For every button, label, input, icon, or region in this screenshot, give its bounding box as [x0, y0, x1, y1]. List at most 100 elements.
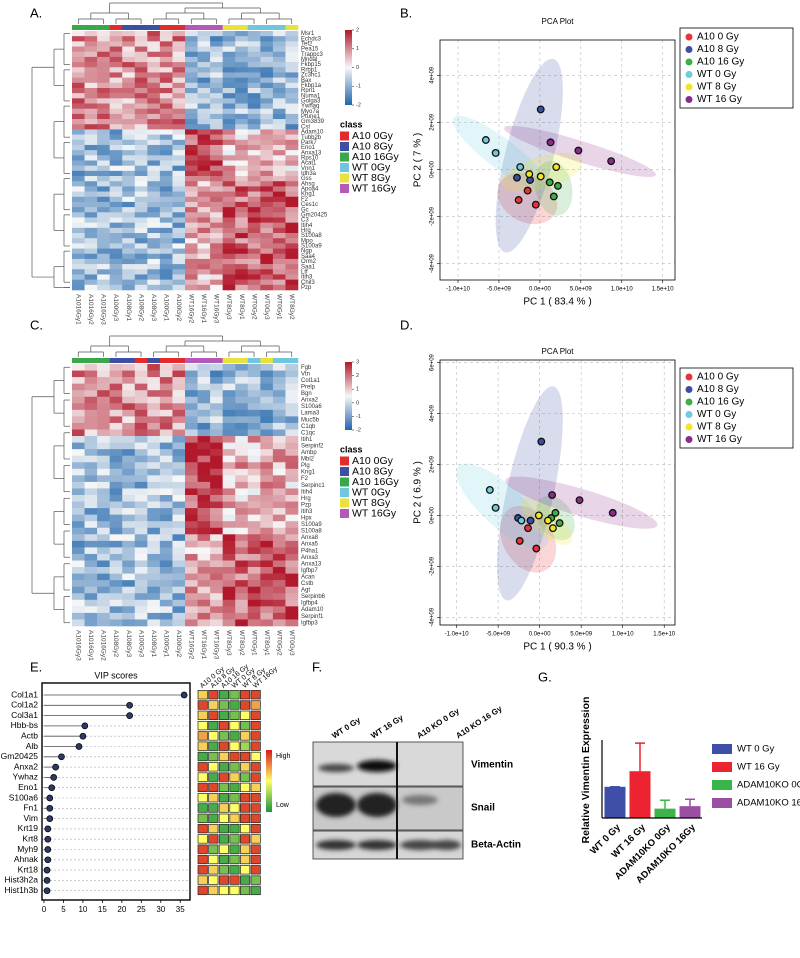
heatmap-cell: [159, 191, 173, 198]
heatmap-cell: [97, 586, 110, 594]
heatmap-cell: [122, 383, 136, 391]
heatmap-cell: [122, 191, 136, 198]
legend-marker: [685, 33, 693, 41]
heatmap-cell: [222, 160, 236, 166]
heatmap-cell: [260, 222, 274, 229]
heatmap-cell: [159, 196, 173, 203]
heatmap-cell: [272, 501, 286, 509]
heatmap-cell: [84, 113, 98, 120]
heatmap-cell: [197, 119, 211, 125]
heatmap-cell: [197, 67, 211, 73]
heatmap-cell: [134, 416, 148, 424]
heatmap-cell: [109, 612, 123, 620]
heatmap-cell: [210, 612, 223, 620]
heatmap-cell: [285, 383, 299, 391]
heatmap-cell: [159, 501, 173, 509]
heatmap-cell: [134, 488, 148, 496]
heatmap-cell: [147, 436, 161, 443]
category-label: Col1a1: [11, 689, 38, 699]
heatmap-cell: [122, 279, 136, 286]
dot: [75, 743, 83, 750]
heatmap-cell: [285, 165, 299, 172]
heat-cell: [197, 720, 208, 731]
heatmap-cell: [247, 540, 261, 548]
dot: [46, 794, 54, 802]
heatmap-cell: [197, 377, 211, 384]
heatmap-cell: [147, 514, 161, 522]
heatmap-cell: [185, 606, 198, 614]
heatmap-cell: [122, 429, 136, 437]
heatmap-cell: [260, 599, 274, 607]
heatmap-cell: [72, 364, 85, 371]
heatmap-cell: [185, 170, 198, 177]
heatmap-cell: [97, 475, 110, 483]
class-bar-cell: [222, 358, 236, 363]
heatmap-cell: [260, 176, 274, 182]
heatmap-cell: [72, 170, 85, 177]
heatmap-cell: [260, 390, 274, 398]
legend-label: A10 16 Gy: [697, 397, 744, 408]
column-label: A100Gy1: [162, 630, 169, 657]
heatmap-cell: [235, 103, 249, 109]
heatmap-cell: [197, 72, 211, 78]
row-label: Adam10: [301, 130, 324, 136]
heatmap-cell: [222, 422, 236, 430]
heatmap-cell: [122, 495, 136, 502]
heatmap-cell: [172, 41, 186, 47]
heatmap-cell: [172, 56, 186, 63]
class-bar-cell: [260, 358, 274, 363]
x-axis-label: PC 1 ( 83.4 % ): [523, 297, 591, 308]
heatmap-cell: [210, 238, 223, 244]
heatmap-cell: [235, 475, 249, 483]
heatmap-cell: [72, 527, 85, 535]
heatmap-cell: [185, 119, 198, 125]
heatmap-cell: [109, 619, 123, 627]
heatmap-cell: [247, 377, 261, 384]
heatmap-cell: [72, 186, 85, 192]
heatmap-cell: [72, 495, 85, 502]
heatmap-cell: [72, 370, 85, 378]
heatmap-cell: [247, 238, 261, 244]
heatmap-cell: [172, 77, 186, 84]
class-legend-label: A10 8Gy: [352, 465, 394, 477]
heatmap-cell: [134, 253, 148, 260]
heatmap-cell: [84, 488, 98, 496]
heat-cell: [208, 875, 219, 885]
heatmap-cell: [235, 144, 249, 151]
heatmap-cell: [97, 462, 110, 470]
heatmap-cell: [159, 222, 173, 229]
heatmap-cell: [260, 553, 274, 561]
heatmap-cell: [247, 227, 261, 234]
heatmap-cell: [197, 534, 211, 542]
heatmap-cell: [134, 227, 148, 234]
heatmap-cell: [109, 279, 123, 286]
colorbar-tick-label: -1: [356, 84, 361, 90]
heatmap-cell: [147, 553, 161, 561]
point: [481, 136, 490, 144]
heatmap-cell: [72, 580, 85, 587]
heatmap-cell: [84, 62, 98, 68]
heatmap-cell: [210, 599, 223, 607]
heatmap-cell: [159, 258, 173, 265]
heatmap-cell: [197, 449, 211, 456]
heatmap-cell: [272, 429, 286, 437]
heatmap-cell: [122, 606, 136, 614]
row-label: Anxa3: [301, 555, 319, 561]
heatmap-cell: [222, 527, 236, 535]
heatmap-cell: [147, 238, 161, 244]
heatmap-cell: [185, 191, 198, 198]
heatmap-cell: [122, 436, 136, 443]
heatmap-cell: [210, 201, 223, 208]
class-bar-cell: [122, 25, 136, 30]
chart-title: VIP scores: [94, 670, 138, 680]
heatmap-cell: [285, 243, 299, 249]
heat-cell: [250, 772, 261, 782]
heatmap-cell: [122, 364, 136, 371]
heatmap-cell: [134, 521, 148, 529]
heatmap-cell: [185, 573, 198, 581]
column-label: WT8Gy2: [288, 294, 295, 320]
heatmap-cell: [247, 170, 261, 177]
heatmap-cell: [72, 468, 85, 476]
heatmap-cell: [97, 377, 110, 384]
heatmap-cell: [147, 191, 161, 198]
